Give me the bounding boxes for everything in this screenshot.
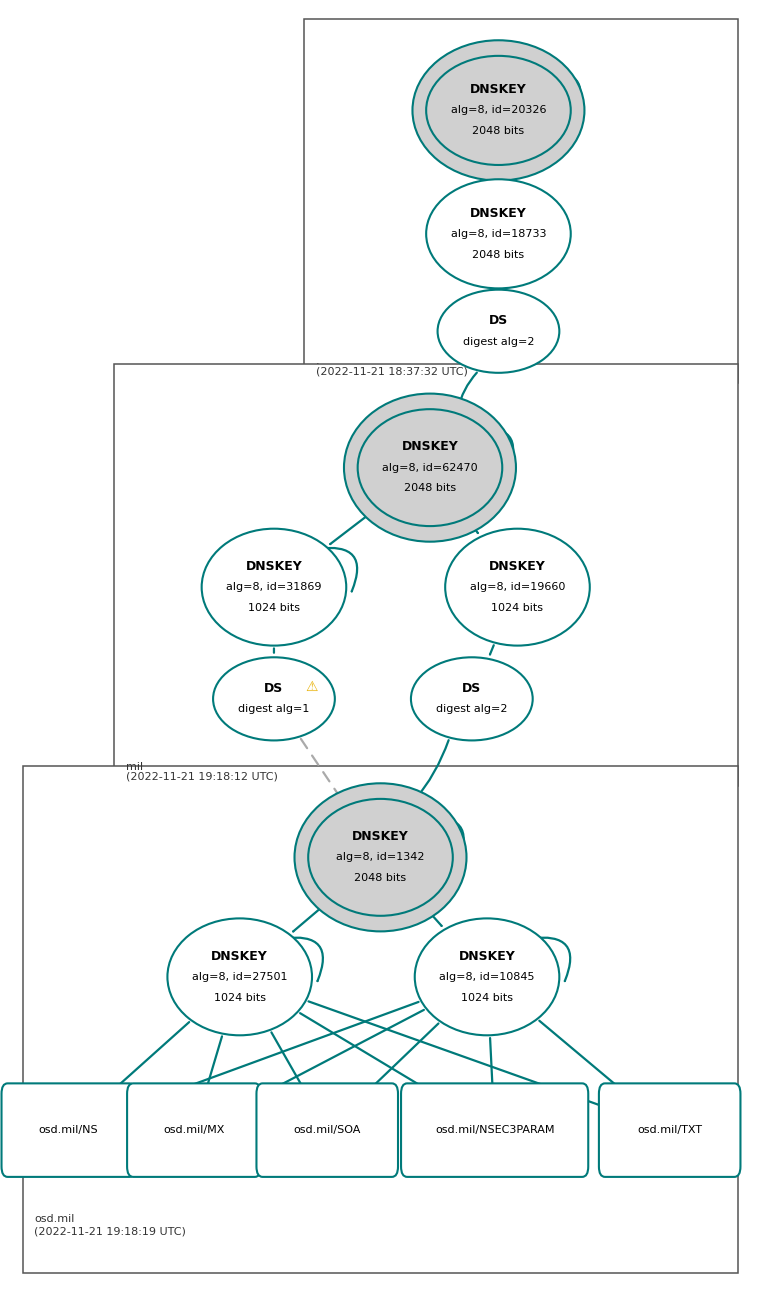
Text: alg=8, id=1342: alg=8, id=1342	[336, 852, 425, 863]
Text: alg=8, id=19660: alg=8, id=19660	[470, 582, 565, 592]
Text: DNSKEY: DNSKEY	[402, 440, 458, 453]
Ellipse shape	[438, 290, 559, 373]
Text: osd.mil: osd.mil	[34, 1213, 75, 1224]
Text: osd.mil/NS: osd.mil/NS	[39, 1125, 98, 1135]
Text: digest alg=2: digest alg=2	[463, 336, 534, 347]
Text: (2022-11-21 18:37:32 UTC): (2022-11-21 18:37:32 UTC)	[316, 366, 468, 377]
Text: alg=8, id=18733: alg=8, id=18733	[451, 229, 546, 239]
Text: digest alg=2: digest alg=2	[436, 704, 508, 714]
FancyArrowPatch shape	[530, 938, 570, 981]
FancyArrowPatch shape	[423, 818, 463, 861]
Text: (2022-11-21 19:18:12 UTC): (2022-11-21 19:18:12 UTC)	[126, 772, 278, 782]
FancyArrowPatch shape	[301, 739, 343, 801]
Text: 1024 bits: 1024 bits	[248, 603, 300, 613]
FancyArrowPatch shape	[490, 646, 494, 655]
Bar	[114, 364, 738, 786]
FancyArrowPatch shape	[425, 907, 441, 926]
Text: digest alg=1: digest alg=1	[238, 704, 310, 714]
Text: 2048 bits: 2048 bits	[355, 873, 406, 883]
Text: osd.mil/SOA: osd.mil/SOA	[294, 1125, 361, 1135]
FancyBboxPatch shape	[401, 1083, 588, 1177]
Text: osd.mil/NSEC3PARAM: osd.mil/NSEC3PARAM	[435, 1125, 555, 1135]
Ellipse shape	[167, 918, 312, 1035]
FancyArrowPatch shape	[540, 1021, 630, 1096]
Text: alg=8, id=62470: alg=8, id=62470	[382, 462, 478, 473]
Text: ⚠: ⚠	[305, 681, 318, 695]
FancyBboxPatch shape	[599, 1083, 740, 1177]
Text: 2048 bits: 2048 bits	[404, 483, 456, 494]
Text: DS: DS	[489, 314, 508, 327]
FancyBboxPatch shape	[256, 1083, 398, 1177]
FancyArrowPatch shape	[414, 740, 449, 800]
FancyArrowPatch shape	[330, 509, 375, 544]
Text: alg=8, id=20326: alg=8, id=20326	[451, 105, 546, 116]
FancyArrowPatch shape	[293, 902, 329, 931]
FancyArrowPatch shape	[244, 1009, 424, 1104]
Ellipse shape	[295, 783, 466, 931]
Text: DNSKEY: DNSKEY	[352, 830, 409, 843]
FancyArrowPatch shape	[282, 938, 323, 981]
Text: 1024 bits: 1024 bits	[461, 992, 513, 1003]
Text: DNSKEY: DNSKEY	[470, 207, 527, 220]
Text: osd.mil/TXT: osd.mil/TXT	[637, 1125, 702, 1135]
FancyBboxPatch shape	[127, 1083, 261, 1177]
Text: mil: mil	[126, 761, 143, 772]
Text: (2022-11-21 19:18:19 UTC): (2022-11-21 19:18:19 UTC)	[34, 1226, 186, 1237]
Ellipse shape	[412, 40, 584, 181]
Text: DS: DS	[462, 682, 482, 695]
FancyArrowPatch shape	[364, 1024, 438, 1095]
Ellipse shape	[358, 409, 502, 526]
Ellipse shape	[445, 529, 590, 646]
FancyArrowPatch shape	[125, 1002, 419, 1109]
Text: 2048 bits: 2048 bits	[473, 249, 524, 260]
Ellipse shape	[426, 56, 571, 165]
Text: .: .	[316, 356, 320, 366]
Bar	[304, 19, 738, 383]
Text: DNSKEY: DNSKEY	[489, 560, 546, 573]
Text: 1024 bits: 1024 bits	[214, 992, 266, 1003]
FancyArrowPatch shape	[473, 429, 513, 472]
Text: DNSKEY: DNSKEY	[459, 950, 515, 963]
Bar	[23, 766, 738, 1273]
FancyBboxPatch shape	[2, 1083, 135, 1177]
Ellipse shape	[344, 394, 516, 542]
Text: DNSKEY: DNSKEY	[246, 560, 302, 573]
Text: DNSKEY: DNSKEY	[470, 83, 527, 96]
Text: DNSKEY: DNSKEY	[212, 950, 268, 963]
FancyArrowPatch shape	[490, 1038, 492, 1089]
Ellipse shape	[411, 657, 533, 740]
FancyArrowPatch shape	[206, 1037, 222, 1090]
Text: alg=8, id=27501: alg=8, id=27501	[192, 972, 288, 982]
Text: alg=8, id=31869: alg=8, id=31869	[226, 582, 322, 592]
Text: alg=8, id=10845: alg=8, id=10845	[439, 972, 535, 982]
Ellipse shape	[308, 799, 453, 916]
FancyArrowPatch shape	[308, 1002, 610, 1109]
FancyArrowPatch shape	[300, 1013, 441, 1098]
FancyArrowPatch shape	[317, 548, 357, 591]
Text: 2048 bits: 2048 bits	[473, 126, 524, 136]
Text: DS: DS	[264, 682, 284, 695]
Ellipse shape	[213, 657, 335, 740]
Text: osd.mil/MX: osd.mil/MX	[164, 1125, 224, 1135]
Ellipse shape	[202, 529, 346, 646]
FancyArrowPatch shape	[106, 1022, 189, 1096]
FancyArrowPatch shape	[541, 73, 581, 114]
Ellipse shape	[426, 179, 571, 288]
FancyArrowPatch shape	[458, 373, 477, 409]
FancyArrowPatch shape	[272, 1033, 305, 1091]
FancyArrowPatch shape	[469, 520, 478, 533]
Text: 1024 bits: 1024 bits	[492, 603, 543, 613]
Ellipse shape	[415, 918, 559, 1035]
